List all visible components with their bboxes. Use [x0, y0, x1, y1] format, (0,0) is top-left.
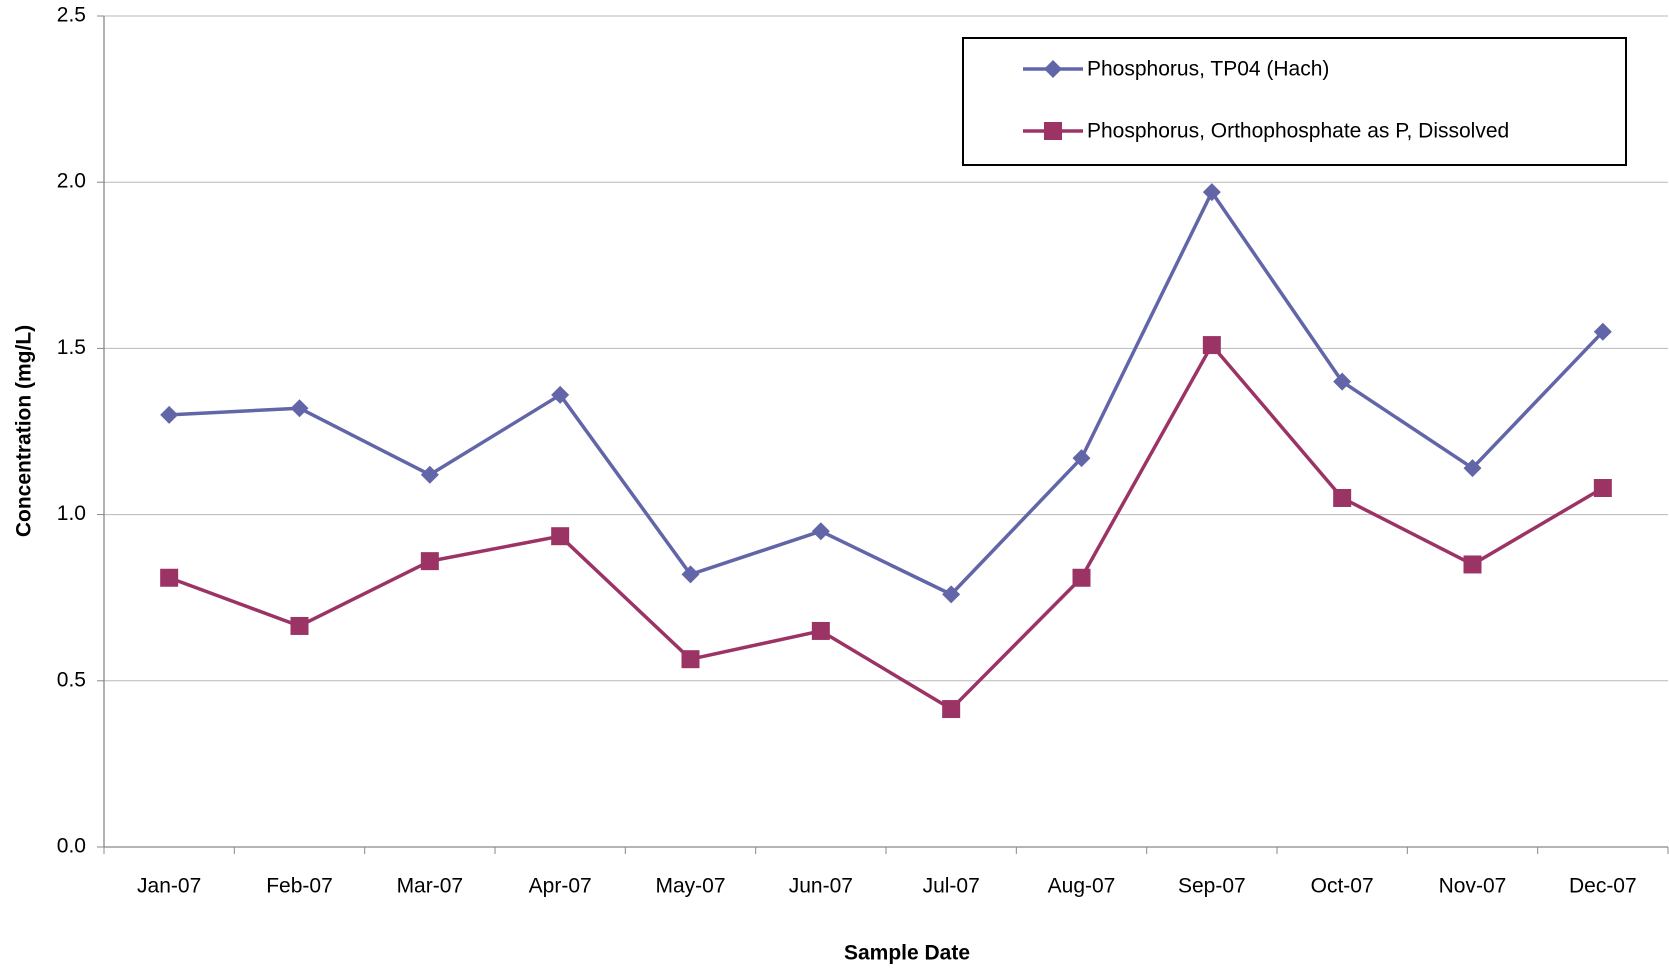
point [811, 522, 830, 541]
point [1333, 372, 1352, 391]
point [420, 552, 439, 571]
x-tick-label: Dec-07 [1569, 875, 1637, 898]
point [551, 385, 570, 404]
y-tick-label: 1.0 [57, 502, 86, 525]
y-tick-label: 1.5 [57, 336, 86, 359]
point [1593, 322, 1612, 341]
legend-label: Phosphorus, TP04 (Hach) [1087, 58, 1329, 81]
x-tick-label: Mar-07 [397, 875, 464, 898]
legend-marker [1044, 122, 1062, 140]
y-tick-label: 0.5 [57, 668, 86, 691]
point [681, 650, 700, 669]
x-tick-label: Jul-07 [923, 875, 980, 898]
legend: Phosphorus, TP04 (Hach) Phosphorus, Ortho… [962, 37, 1627, 166]
x-tick-label: Oct-07 [1311, 875, 1374, 898]
point [1072, 568, 1091, 587]
x-tick-label: Jan-07 [137, 875, 201, 898]
point [160, 568, 179, 587]
x-tick-label: Feb-07 [266, 875, 333, 898]
point [811, 621, 830, 640]
x-tick-label: Sep-07 [1178, 875, 1246, 898]
point [551, 527, 570, 546]
y-tick-label: 0.0 [57, 835, 86, 858]
x-tick-label: May-07 [655, 875, 725, 898]
point [1072, 449, 1091, 468]
point [1333, 488, 1352, 507]
legend-box [962, 37, 1627, 166]
x-axis-label: Sample Date [844, 942, 970, 965]
point [1593, 479, 1612, 498]
point [1463, 459, 1482, 478]
point [290, 616, 309, 635]
y-tick-label: 2.5 [57, 4, 86, 27]
point [420, 465, 439, 484]
legend-marker [1044, 60, 1062, 78]
x-tick-label: Jun-07 [789, 875, 853, 898]
x-tick-label: Nov-07 [1439, 875, 1507, 898]
point [1463, 555, 1482, 574]
x-tick-label: Aug-07 [1048, 875, 1116, 898]
x-tick-label: Apr-07 [529, 875, 592, 898]
point [160, 405, 179, 424]
point [1202, 183, 1221, 202]
series-line [169, 190, 1605, 597]
point [942, 700, 961, 719]
point [1202, 336, 1221, 355]
legend-label: Phosphorus, Orthophosphate as P, Dissolv… [1087, 120, 1509, 143]
y-axis-label: Concentration (mg/L) [13, 325, 36, 537]
series-line [168, 343, 1604, 711]
y-tick-label: 2.0 [57, 170, 86, 193]
point [942, 585, 961, 604]
point [290, 399, 309, 418]
point [681, 565, 700, 584]
